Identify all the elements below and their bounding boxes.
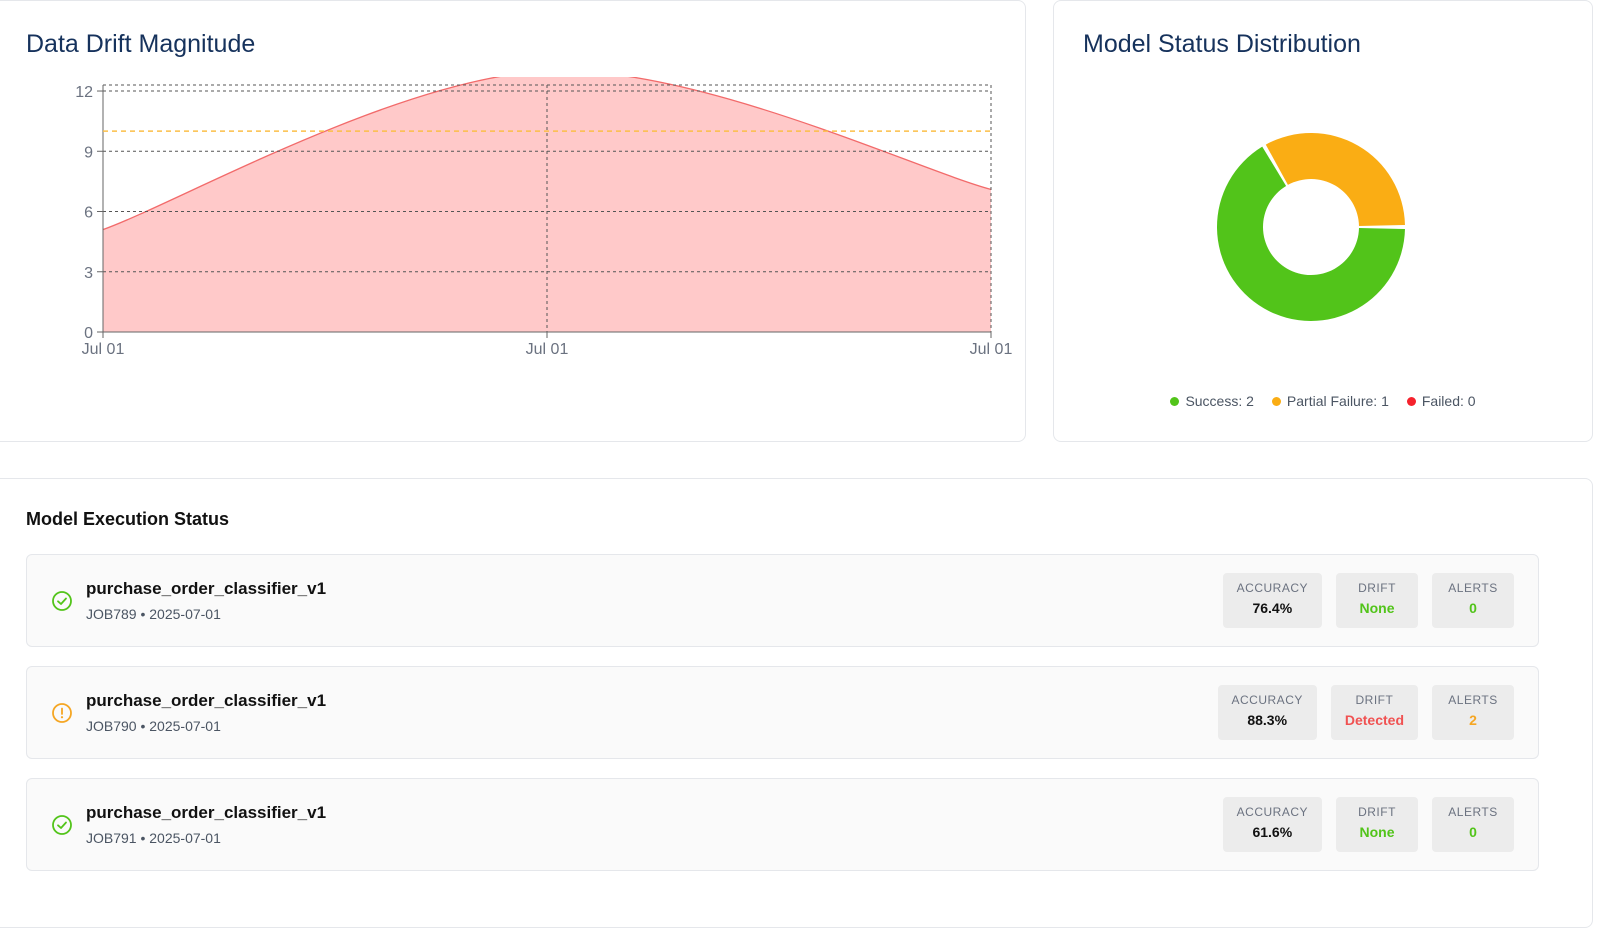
drift-value: None — [1359, 824, 1395, 840]
accuracy-metric: ACCURACY 76.4% — [1222, 573, 1322, 628]
alerts-value: 0 — [1469, 600, 1477, 616]
model-row[interactable]: purchase_order_classifier_v1 JOB789 • 20… — [26, 554, 1539, 647]
drift-area-fill — [103, 77, 991, 332]
model-meta: JOB790 • 2025-07-01 — [86, 718, 221, 734]
drift-chart: 0 3 6 9 12 Jul 01 Jul 01 Jul 01 — [75, 77, 1013, 358]
accuracy-label: ACCURACY — [1236, 581, 1308, 595]
drift-chart-title: Data Drift Magnitude — [26, 30, 256, 58]
execution-status-card: Model Execution Status purchase_order_cl… — [0, 478, 1593, 928]
legend-item-success[interactable]: Success: 2 — [1170, 393, 1254, 409]
y-tick-label: 9 — [84, 144, 93, 161]
status-donut-chart — [1217, 133, 1405, 321]
donut-slice-success — [1217, 146, 1405, 321]
accuracy-label: ACCURACY — [1236, 805, 1308, 819]
status-legend: Success: 2 Partial Failure: 1 Failed: 0 — [1054, 393, 1592, 409]
check-circle-icon — [52, 591, 72, 611]
alerts-metric: ALERTS 0 — [1432, 573, 1514, 628]
metrics-group: ACCURACY 88.3% DRIFT Detected ALERTS 2 — [1217, 685, 1514, 740]
model-row[interactable]: purchase_order_classifier_v1 JOB790 • 20… — [26, 666, 1539, 759]
legend-item-partial-failure[interactable]: Partial Failure: 1 — [1271, 393, 1389, 409]
drift-label: DRIFT — [1358, 581, 1396, 595]
drift-value: None — [1359, 600, 1395, 616]
alerts-label: ALERTS — [1448, 805, 1498, 819]
donut-slice-partial-failure — [1265, 133, 1405, 226]
warning-circle-icon — [52, 703, 72, 723]
model-meta: JOB791 • 2025-07-01 — [86, 830, 221, 846]
metrics-group: ACCURACY 61.6% DRIFT None ALERTS 0 — [1222, 797, 1514, 852]
model-name: purchase_order_classifier_v1 — [86, 579, 327, 598]
check-circle-icon — [52, 815, 72, 835]
drift-metric: DRIFT None — [1336, 573, 1418, 628]
legend-dot — [1271, 396, 1281, 406]
drift-label: DRIFT — [1358, 805, 1396, 819]
y-tick-label: 0 — [84, 325, 93, 342]
legend-item-failed[interactable]: Failed: 0 — [1406, 393, 1476, 409]
alerts-label: ALERTS — [1448, 581, 1498, 595]
x-tick-label: Jul 01 — [526, 341, 569, 358]
model-row[interactable]: purchase_order_classifier_v1 JOB791 • 20… — [26, 778, 1539, 871]
accuracy-value: 88.3% — [1247, 712, 1288, 728]
legend-label: Partial Failure: 1 — [1286, 393, 1389, 409]
accuracy-value: 76.4% — [1252, 600, 1293, 616]
alerts-value: 2 — [1469, 712, 1477, 728]
metrics-group: ACCURACY 76.4% DRIFT None ALERTS 0 — [1222, 573, 1514, 628]
plot-area — [103, 77, 991, 332]
status-distribution-card: Model Status Distribution Success: 2 Par… — [1053, 0, 1593, 442]
drift-chart-card: Data Drift Magnitude 0 3 6 9 12 Jul 01 Jul 01 J… — [0, 0, 1026, 442]
drift-area-line — [103, 77, 991, 231]
drift-metric: DRIFT Detected — [1330, 685, 1418, 740]
accuracy-metric: ACCURACY 61.6% — [1222, 797, 1322, 852]
x-tick-label: Jul 01 — [970, 341, 1013, 358]
accuracy-metric: ACCURACY 88.3% — [1217, 685, 1317, 740]
status-distribution-title: Model Status Distribution — [1083, 30, 1361, 58]
alerts-value: 0 — [1469, 824, 1477, 840]
alerts-metric: ALERTS 0 — [1432, 797, 1514, 852]
alerts-metric: ALERTS 2 — [1432, 685, 1514, 740]
legend-label: Success: 2 — [1185, 393, 1254, 409]
model-name: purchase_order_classifier_v1 — [86, 803, 327, 822]
y-tick-label: 6 — [84, 205, 93, 222]
drift-metric: DRIFT None — [1336, 797, 1418, 852]
legend-label: Failed: 0 — [1421, 393, 1476, 409]
legend-dot — [1406, 396, 1416, 406]
y-tick-label: 3 — [84, 265, 93, 282]
execution-status-title: Model Execution Status — [26, 509, 230, 529]
model-meta: JOB789 • 2025-07-01 — [86, 606, 221, 622]
x-tick-label: Jul 01 — [82, 341, 125, 358]
accuracy-value: 61.6% — [1252, 824, 1293, 840]
model-name: purchase_order_classifier_v1 — [86, 691, 327, 710]
legend-dot — [1170, 396, 1180, 406]
drift-value: Detected — [1344, 712, 1404, 728]
drift-label: DRIFT — [1355, 693, 1394, 707]
accuracy-label: ACCURACY — [1231, 693, 1303, 707]
alerts-label: ALERTS — [1448, 693, 1498, 707]
y-tick-label: 12 — [75, 84, 93, 101]
